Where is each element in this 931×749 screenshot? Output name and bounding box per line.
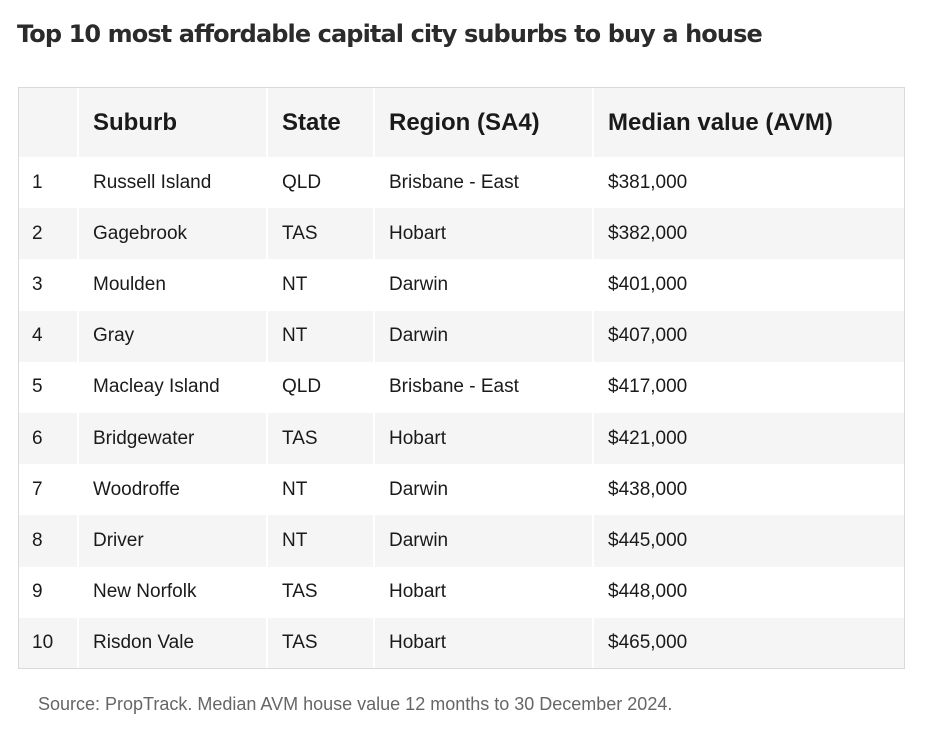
rank-cell: 10 — [32, 632, 54, 654]
affordable-suburbs-table: Suburb State Region (SA4) Median value (… — [19, 88, 904, 668]
header-state: State — [266, 88, 374, 157]
median-value-cell: $401,000 — [592, 259, 904, 311]
suburb-cell: Macleay Island — [77, 361, 267, 413]
state-cell: QLD — [266, 361, 374, 413]
state-cell: TAS — [266, 617, 374, 668]
table-row: 9 New Norfolk TAS Hobart $448,000 — [19, 566, 904, 618]
rank-cell: 5 — [32, 376, 43, 398]
median-value-cell: $465,000 — [592, 617, 904, 668]
table-row: 1 Russell Island QLD Brisbane - East $38… — [19, 157, 904, 209]
page-title: Top 10 most affordable capital city subu… — [17, 20, 763, 48]
header-rank — [19, 88, 78, 157]
header-median-value: Median value (AVM) — [592, 88, 904, 157]
state-cell: TAS — [266, 566, 374, 618]
region-cell: Darwin — [373, 515, 593, 567]
region-cell: Hobart — [373, 617, 593, 668]
suburb-cell: Gray — [77, 310, 267, 362]
header-suburb: Suburb — [77, 88, 267, 157]
suburb-cell: Moulden — [77, 259, 267, 311]
region-cell: Brisbane - East — [373, 157, 593, 209]
region-cell: Darwin — [373, 310, 593, 362]
rank-cell: 3 — [32, 273, 43, 295]
table-row: 3 Moulden NT Darwin $401,000 — [19, 259, 904, 311]
state-cell: NT — [266, 464, 374, 516]
rank-cell: 7 — [32, 478, 43, 500]
suburb-cell: Bridgewater — [77, 412, 267, 465]
table-row: 5 Macleay Island QLD Brisbane - East $41… — [19, 361, 904, 413]
median-value-cell: $382,000 — [592, 208, 904, 260]
suburb-cell: Risdon Vale — [77, 617, 267, 668]
rank-cell: 6 — [32, 427, 43, 449]
median-value-cell: $407,000 — [592, 310, 904, 362]
suburb-cell: Gagebrook — [77, 208, 267, 260]
median-value-cell: $381,000 — [592, 157, 904, 209]
table-header-row: Suburb State Region (SA4) Median value (… — [19, 88, 904, 157]
region-cell: Brisbane - East — [373, 361, 593, 413]
region-cell: Hobart — [373, 208, 593, 260]
region-cell: Darwin — [373, 259, 593, 311]
median-value-cell: $445,000 — [592, 515, 904, 567]
table-row: 7 Woodroffe NT Darwin $438,000 — [19, 464, 904, 516]
state-cell: TAS — [266, 208, 374, 260]
state-cell: NT — [266, 515, 374, 567]
table-row: 6 Bridgewater TAS Hobart $421,000 — [19, 412, 904, 465]
median-value-cell: $421,000 — [592, 412, 904, 465]
data-table-container: Suburb State Region (SA4) Median value (… — [18, 87, 905, 669]
header-region: Region (SA4) — [373, 88, 593, 157]
source-note: Source: PropTrack. Median AVM house valu… — [38, 694, 673, 714]
state-cell: QLD — [266, 157, 374, 209]
suburb-cell: New Norfolk — [77, 566, 267, 618]
rank-cell: 9 — [32, 581, 43, 603]
rank-cell: 8 — [32, 529, 43, 551]
region-cell: Hobart — [373, 566, 593, 618]
region-cell: Hobart — [373, 412, 593, 465]
rank-cell: 2 — [32, 222, 43, 244]
state-cell: NT — [266, 259, 374, 311]
suburb-cell: Driver — [77, 515, 267, 567]
suburb-cell: Woodroffe — [77, 464, 267, 516]
state-cell: TAS — [266, 412, 374, 465]
state-cell: NT — [266, 310, 374, 362]
table-row: 10 Risdon Vale TAS Hobart $465,000 — [19, 617, 904, 668]
median-value-cell: $448,000 — [592, 566, 904, 618]
region-cell: Darwin — [373, 464, 593, 516]
suburb-cell: Russell Island — [77, 157, 267, 209]
median-value-cell: $438,000 — [592, 464, 904, 516]
median-value-cell: $417,000 — [592, 361, 904, 413]
rank-cell: 4 — [32, 325, 43, 347]
table-row: 4 Gray NT Darwin $407,000 — [19, 310, 904, 362]
table-row: 2 Gagebrook TAS Hobart $382,000 — [19, 208, 904, 260]
rank-cell: 1 — [32, 171, 43, 193]
table-row: 8 Driver NT Darwin $445,000 — [19, 515, 904, 567]
